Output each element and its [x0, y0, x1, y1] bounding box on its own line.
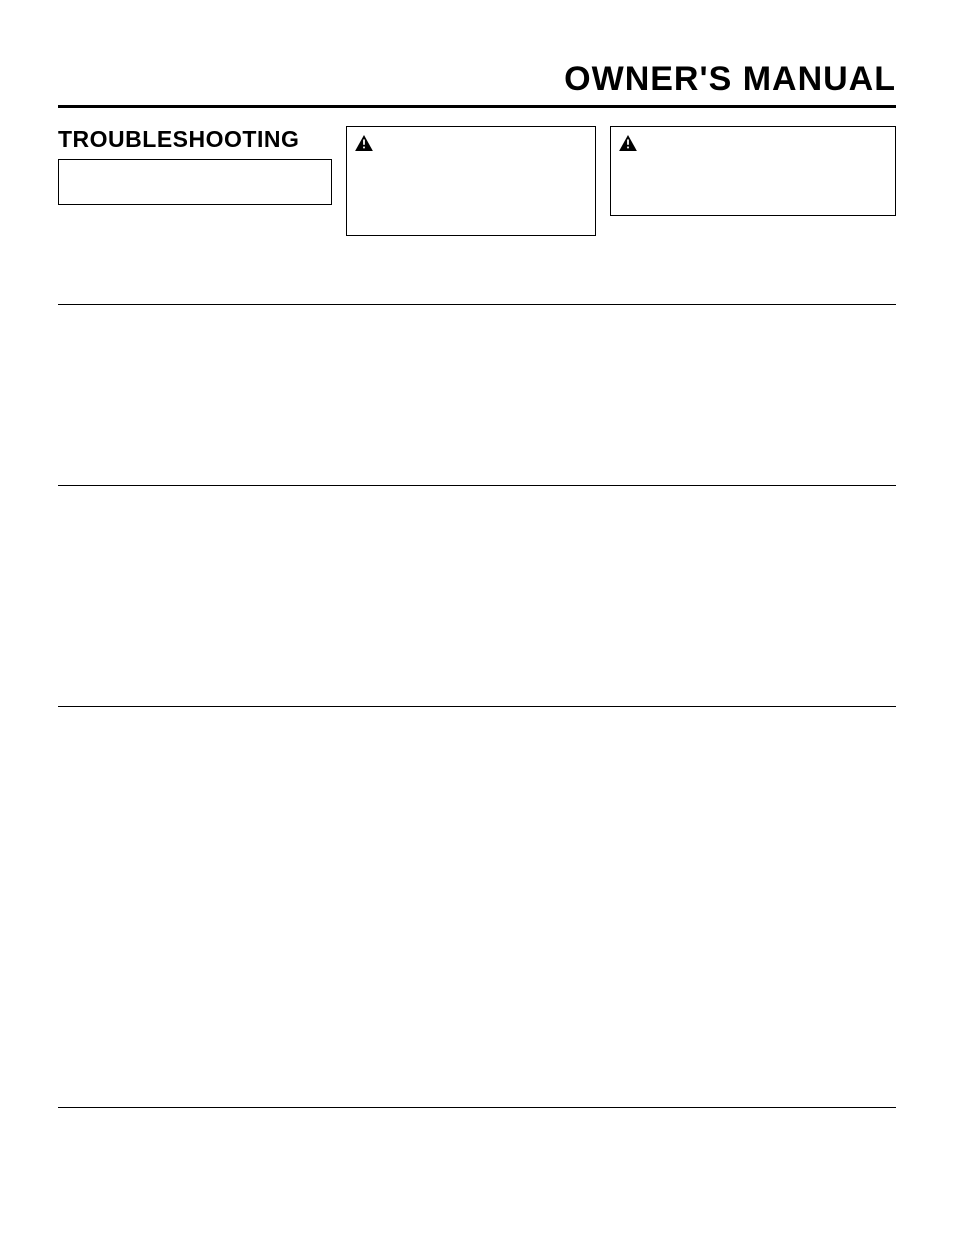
table-section-3: [58, 707, 896, 1107]
note-box: [58, 159, 332, 205]
warning-header-2: [619, 135, 887, 151]
troubleshooting-table: [58, 270, 896, 1108]
warning-triangle-icon: [619, 135, 637, 151]
manual-page: OWNER'S MANUAL TROUBLESHOOTING: [0, 0, 954, 1235]
table-rule: [58, 1107, 896, 1108]
table-section-2: [58, 486, 896, 706]
warning-triangle-icon: [355, 135, 373, 151]
troubleshooting-column: TROUBLESHOOTING: [58, 126, 332, 205]
section-heading: TROUBLESHOOTING: [58, 126, 332, 153]
title-rule: [58, 105, 896, 108]
warning-box-2: [610, 126, 896, 216]
page-title: OWNER'S MANUAL: [58, 60, 896, 99]
top-row: TROUBLESHOOTING: [58, 126, 896, 236]
table-section-1: [58, 305, 896, 485]
table-header-row: [58, 270, 896, 304]
warning-header-1: [355, 135, 587, 151]
warning-box-1: [346, 126, 596, 236]
